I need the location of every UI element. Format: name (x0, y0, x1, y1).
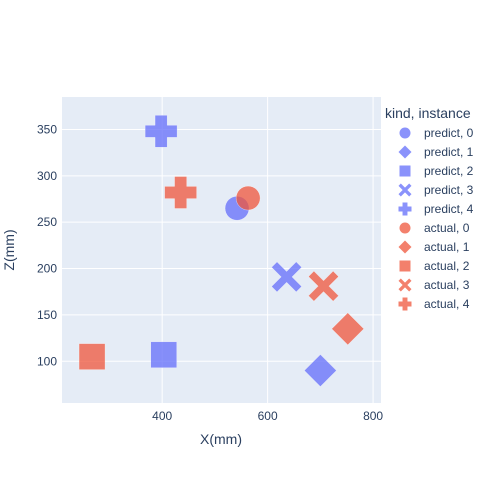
legend-label: predict, 4 (424, 202, 474, 216)
legend-label: predict, 3 (424, 183, 474, 197)
legend-item[interactable]: predict, 1 (398, 145, 474, 159)
legend-label: actual, 0 (424, 221, 470, 235)
legend-marker (399, 222, 411, 234)
y-tick-label: 150 (37, 308, 57, 322)
data-point-actual-2 (78, 343, 106, 370)
y-tick-label: 200 (37, 262, 57, 276)
data-point-predict-4 (144, 115, 178, 148)
legend-marker (399, 260, 411, 272)
legend-item[interactable]: actual, 3 (398, 278, 470, 292)
y-tick-label: 100 (37, 354, 57, 368)
legend-item[interactable]: predict, 2 (399, 164, 474, 178)
plot-area (62, 97, 381, 403)
legend-item[interactable]: actual, 4 (398, 297, 470, 311)
data-points (78, 115, 365, 387)
y-tick-label: 250 (37, 215, 57, 229)
legend-label: actual, 4 (424, 297, 470, 311)
x-tick-label: 400 (152, 409, 172, 423)
legend-marker (398, 183, 412, 197)
y-tick-label: 350 (37, 122, 57, 136)
x-tick-label: 600 (258, 409, 278, 423)
data-point-actual-3 (308, 270, 339, 302)
x-tick-label: 800 (363, 409, 383, 423)
legend-label: predict, 2 (424, 164, 474, 178)
data-point-predict-3 (271, 261, 302, 293)
legend-label: actual, 2 (424, 259, 470, 273)
y-axis-title: Z(mm) (1, 229, 17, 270)
tick-labels: 400 600 800 100 150 200 250 300 350 (37, 122, 383, 423)
legend-marker (398, 202, 412, 216)
legend-label: actual, 3 (424, 278, 470, 292)
data-point-actual-4 (164, 176, 197, 209)
legend-marker (398, 278, 412, 292)
legend-title: kind, instance (385, 105, 471, 121)
legend-item[interactable]: actual, 1 (398, 240, 470, 254)
y-tick-label: 300 (37, 169, 57, 183)
legend-label: predict, 1 (424, 145, 474, 159)
legend-label: predict, 0 (424, 126, 474, 140)
x-axis-title: X(mm) (200, 431, 242, 447)
data-point-predict-2 (150, 341, 178, 369)
legend-marker (399, 165, 411, 177)
legend-item[interactable]: predict, 3 (398, 183, 474, 197)
legend-item[interactable]: predict, 4 (398, 202, 474, 216)
legend-item[interactable]: predict, 0 (399, 126, 474, 140)
legend-marker (398, 240, 412, 254)
legend-marker (398, 145, 412, 159)
legend-marker (399, 127, 411, 139)
legend-item[interactable]: actual, 2 (399, 259, 470, 273)
grid-lines (62, 97, 381, 403)
data-point-predict-1 (304, 354, 337, 387)
legend-item[interactable]: actual, 0 (399, 221, 470, 235)
legend-marker (398, 297, 412, 311)
legend[interactable]: kind, instance predict, 0 predict, 1 predi… (385, 105, 474, 311)
data-point-actual-1 (331, 312, 365, 346)
legend-label: actual, 1 (424, 240, 470, 254)
data-point-actual-0 (235, 185, 261, 211)
